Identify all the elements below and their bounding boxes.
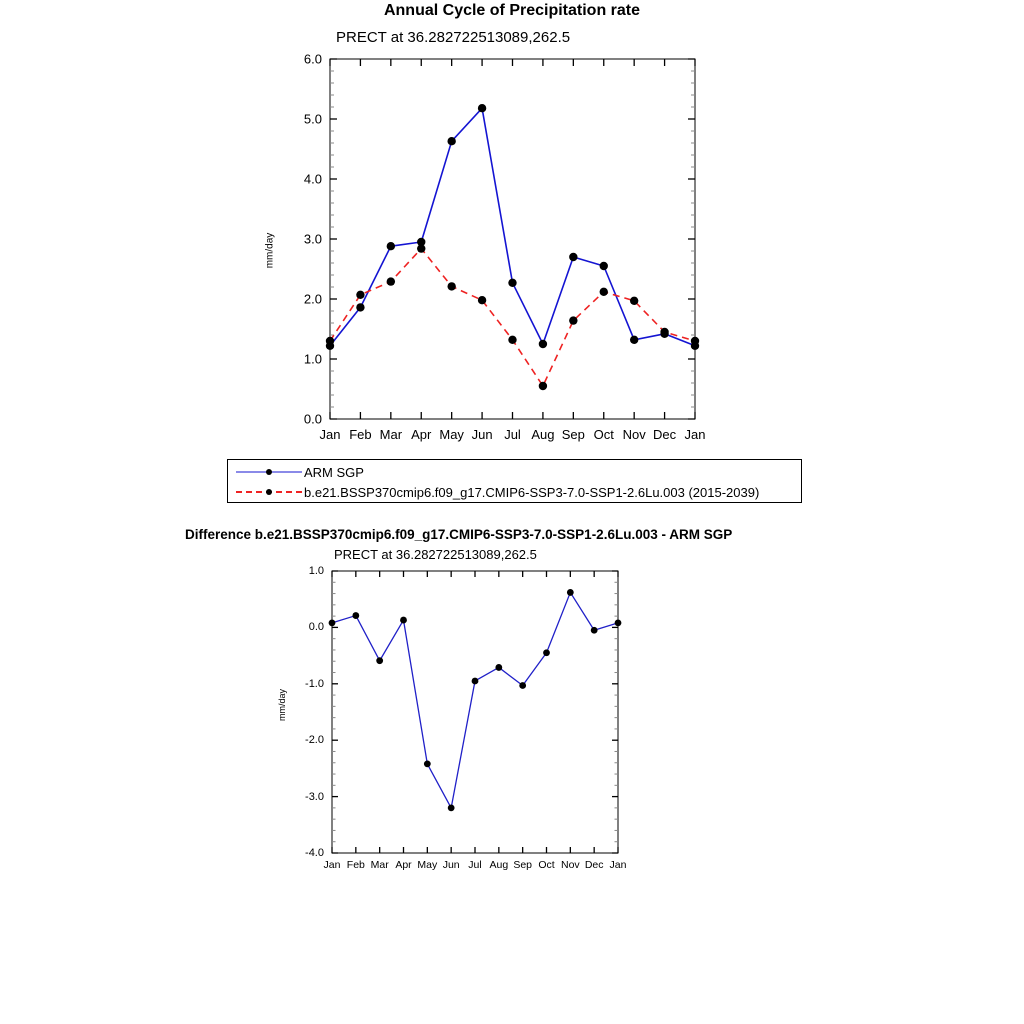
y-tick-label: 3.0 xyxy=(303,231,322,247)
y-tick-label: 5.0 xyxy=(303,111,322,127)
data-point-marker xyxy=(599,261,608,271)
series-line-0 xyxy=(329,107,696,347)
diff-chart-title: Difference b.e21.BSSP370cmip6.f09_g17.CM… xyxy=(185,527,733,542)
x-tick-label: Apr xyxy=(395,859,412,871)
data-point-marker xyxy=(538,381,548,391)
main-chart-title: Annual Cycle of Precipitation rate xyxy=(383,2,641,19)
x-tick-label: Jan xyxy=(319,427,341,442)
x-tick-label: Mar xyxy=(370,859,389,871)
data-point-marker xyxy=(386,277,396,286)
data-point-marker xyxy=(447,282,456,291)
data-point-marker xyxy=(376,657,384,665)
legend-item-1[interactable]: b.e21.BSSP370cmip6.f09_g17.CMIP6-SSP3-7.… xyxy=(228,482,801,502)
x-tick-label: Feb xyxy=(346,859,365,871)
data-point-marker xyxy=(471,677,479,685)
data-point-marker xyxy=(417,244,426,253)
data-point-marker xyxy=(519,682,527,689)
x-tick-label: May xyxy=(417,859,438,871)
data-point-marker xyxy=(423,760,431,768)
data-point-marker xyxy=(614,619,622,627)
data-point-marker xyxy=(508,335,517,344)
diff-chart-subtitle: PRECT at 36.282722513089,262.5 xyxy=(334,547,537,562)
y-tick-label: -1.0 xyxy=(305,677,324,690)
legend-item-0[interactable]: ARM SGP xyxy=(228,462,801,482)
legend-swatch-line-solid xyxy=(236,465,302,479)
y-tick-label: 1.0 xyxy=(308,565,324,577)
data-point-marker xyxy=(356,303,365,312)
data-point-marker xyxy=(447,137,456,146)
data-point-marker xyxy=(543,649,550,657)
x-tick-label: Jul xyxy=(504,427,521,442)
x-tick-label: Oct xyxy=(538,859,555,871)
data-point-marker xyxy=(328,619,336,627)
x-tick-label: Oct xyxy=(593,427,614,442)
x-tick-label: Dec xyxy=(584,859,604,871)
x-tick-label: Jun xyxy=(471,427,493,442)
x-tick-label: Jan xyxy=(609,859,627,871)
y-tick-label: -3.0 xyxy=(305,790,324,803)
legend-label-1: b.e21.BSSP370cmip6.f09_g17.CMIP6-SSP3-7.… xyxy=(304,484,760,500)
data-point-marker xyxy=(690,336,700,346)
x-tick-label: Jul xyxy=(468,859,482,871)
x-tick-label: Nov xyxy=(560,859,580,871)
x-tick-label: Feb xyxy=(349,427,372,442)
y-tick-label: 6.0 xyxy=(303,51,322,67)
data-point-marker xyxy=(508,278,517,287)
data-point-marker xyxy=(400,616,407,624)
x-tick-label: Sep xyxy=(561,427,585,442)
diff-chart-plot xyxy=(0,555,1024,895)
data-point-marker xyxy=(386,242,396,251)
y-tick-label: 1.0 xyxy=(303,351,322,367)
data-point-marker xyxy=(352,612,360,619)
legend: ARM SGP b.e21.BSSP370cmip6.f09_g17.CMIP6… xyxy=(227,459,802,503)
y-tick-label: 0.0 xyxy=(308,621,324,634)
y-tick-label: 2.0 xyxy=(303,291,322,307)
y-tick-label: 0.0 xyxy=(303,411,322,427)
data-point-marker xyxy=(599,287,608,296)
data-point-marker xyxy=(447,804,455,812)
series-line-1 xyxy=(329,247,696,387)
y-tick-label: 4.0 xyxy=(303,171,322,187)
x-tick-label: Nov xyxy=(622,427,646,442)
top-chart-plot xyxy=(0,0,1024,460)
y-tick-label: -4.0 xyxy=(305,847,324,859)
x-tick-label: Jun xyxy=(442,859,460,871)
data-point-marker xyxy=(417,237,426,247)
data-point-marker xyxy=(356,290,365,299)
data-point-marker xyxy=(538,339,548,349)
x-tick-label: Apr xyxy=(411,427,432,442)
data-point-marker xyxy=(660,327,669,337)
series-line-0 xyxy=(331,591,619,809)
data-point-marker xyxy=(629,296,639,305)
legend-marker-icon xyxy=(266,489,272,495)
top-chart-svg xyxy=(325,58,700,420)
x-tick-label: May xyxy=(439,427,464,442)
data-point-marker xyxy=(325,336,335,346)
data-point-marker xyxy=(569,252,578,262)
data-point-marker xyxy=(477,296,487,305)
x-tick-label: Dec xyxy=(653,427,677,442)
x-tick-label: Mar xyxy=(379,427,403,442)
x-tick-label: Aug xyxy=(489,859,509,871)
x-tick-label: Jan xyxy=(684,427,706,442)
data-point-marker xyxy=(495,664,503,671)
legend-marker-icon xyxy=(266,469,272,475)
data-point-marker xyxy=(566,589,574,596)
legend-swatch-line-dashed xyxy=(236,485,302,499)
x-tick-label: Aug xyxy=(531,427,555,442)
data-point-marker xyxy=(569,316,578,325)
main-chart-subtitle: PRECT at 36.282722513089,262.5 xyxy=(336,29,571,46)
x-tick-label: Sep xyxy=(513,859,532,871)
data-point-marker xyxy=(590,626,598,634)
diff-chart-svg xyxy=(328,570,622,854)
legend-label-0: ARM SGP xyxy=(304,464,364,480)
data-point-marker xyxy=(629,335,639,344)
y-tick-label: -2.0 xyxy=(305,734,324,747)
data-point-marker xyxy=(477,104,487,113)
x-tick-label: Jan xyxy=(323,859,341,871)
